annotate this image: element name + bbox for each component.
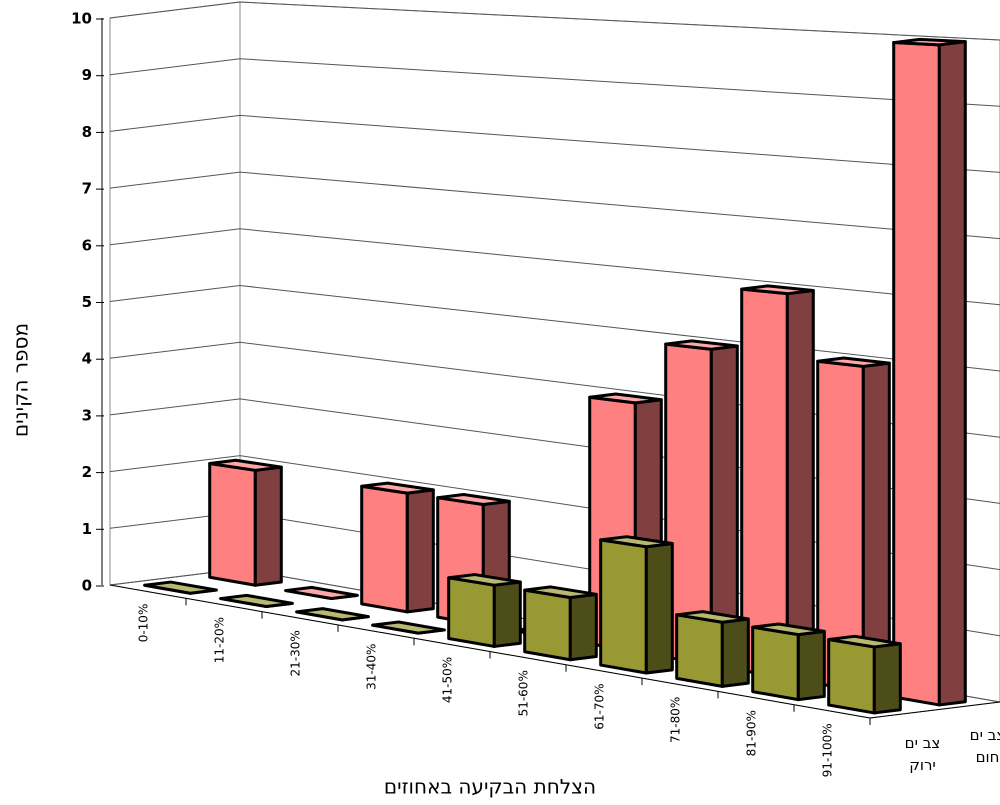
bar-group: [143, 580, 218, 595]
bar-top: [371, 620, 446, 635]
x-tick-label: 51-60%: [517, 670, 531, 716]
bar-top: [588, 392, 663, 405]
bar: [675, 613, 724, 688]
x-tick-label: 0-10%: [137, 604, 151, 643]
legend-label: צב ים ירוק: [904, 734, 941, 774]
bar-side: [785, 288, 815, 680]
bar: [751, 625, 800, 702]
bar-group: [675, 610, 750, 688]
grid-line: [109, 58, 1000, 107]
bar-top: [295, 607, 370, 622]
bar-top: [751, 622, 826, 637]
y-tick-label: 8: [82, 123, 92, 141]
x-tick-label: 21-30%: [289, 630, 303, 676]
bar: [447, 576, 496, 648]
bar-top: [599, 535, 674, 549]
bar-top: [284, 585, 359, 601]
bar-group: [295, 607, 370, 622]
y-tick-label: 9: [82, 66, 92, 84]
x-tick-label: 91-100%: [821, 723, 835, 777]
x-axis-title: הצלחת הבקיעה באחוזים: [384, 775, 596, 799]
y-tick-label: 3: [82, 406, 92, 424]
bar-group: [751, 622, 826, 702]
grid-line: [109, 1, 1000, 41]
x-tick-label: 31-40%: [365, 644, 379, 690]
bar-group: [523, 585, 598, 662]
bar-top: [360, 481, 435, 495]
bar-side: [872, 642, 902, 715]
bar-side: [492, 580, 522, 648]
legend-label: צב ים חום: [969, 726, 1000, 766]
bar-top: [208, 458, 283, 472]
y-tick-label: 0: [82, 577, 92, 595]
grid-line: [109, 171, 1000, 240]
bar-side: [720, 617, 750, 688]
bar-top: [816, 356, 891, 368]
bar-group: [219, 593, 294, 609]
bar-top: [143, 580, 218, 595]
x-tick-label: 71-80%: [669, 697, 683, 743]
bar-group: [447, 573, 522, 648]
y-tick-label: 7: [82, 180, 92, 198]
series-label-box: צב ים ירוק: [904, 734, 941, 774]
bar-group: [371, 620, 446, 635]
series-label-box: צב ים חום: [969, 726, 1000, 766]
bar-group: [664, 339, 739, 667]
x-tick-label: 11-20%: [213, 617, 227, 663]
x-tick-label: 81-90%: [745, 710, 759, 756]
bar: [599, 538, 648, 675]
x-tick-label: 41-50%: [441, 657, 455, 703]
grid-line: [109, 228, 1000, 306]
bar-side: [253, 465, 283, 587]
y-tick-label: 1: [82, 520, 92, 538]
y-tick-label: 4: [82, 350, 92, 368]
bar-top: [664, 339, 739, 351]
bar: [360, 484, 409, 614]
bar: [523, 588, 572, 662]
bar-group: [284, 585, 359, 601]
bar-group: [740, 284, 815, 680]
bar-side: [405, 488, 435, 614]
y-tick-label: 10: [71, 10, 92, 28]
grid-line: [109, 114, 1000, 173]
y-axis-title: מספר הקינים: [9, 323, 33, 437]
x-tick-label: 61-70%: [593, 683, 607, 729]
grid-line: [109, 284, 1000, 372]
bar-side: [796, 629, 826, 702]
bar-top: [447, 573, 522, 587]
bar-group: [208, 458, 283, 587]
bar-side: [568, 592, 598, 662]
bar-group: [360, 481, 435, 614]
bar: [892, 41, 941, 707]
bar-top: [523, 585, 598, 600]
bar-top: [436, 492, 511, 507]
y-tick-label: 6: [82, 236, 92, 254]
bar-group: [599, 535, 674, 675]
bar-top: [827, 634, 902, 649]
z-axis: [869, 701, 1000, 719]
bar-top: [675, 610, 750, 624]
bar-group: [892, 37, 967, 707]
bar-side: [644, 542, 674, 675]
bar: [827, 638, 876, 715]
y-tick-label: 5: [82, 293, 92, 311]
bar-top: [892, 37, 967, 47]
y-tick-label: 2: [82, 463, 92, 481]
bar-top: [219, 593, 294, 609]
bar-side: [937, 40, 967, 707]
bar-group: [827, 634, 902, 715]
bar-top: [740, 284, 815, 296]
bar: [208, 461, 257, 587]
